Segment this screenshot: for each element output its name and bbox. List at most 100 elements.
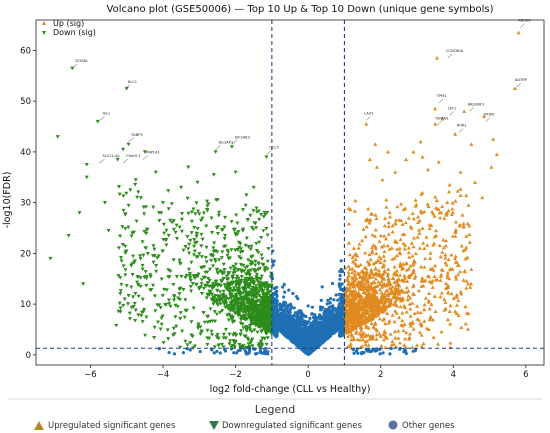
other-point (273, 317, 278, 321)
up-point (358, 262, 363, 267)
other-point (274, 334, 278, 339)
other-point (308, 316, 312, 320)
up-point (379, 300, 384, 305)
other-point (294, 329, 298, 333)
other-point (330, 326, 334, 330)
down-point (208, 267, 213, 272)
up-point (354, 317, 359, 322)
up-point (379, 290, 384, 295)
down-point (249, 294, 254, 299)
up-point (411, 270, 416, 274)
down-point (201, 286, 206, 291)
up-point (344, 277, 349, 282)
down-point (237, 255, 242, 259)
other-point (338, 277, 342, 281)
down-point (230, 288, 235, 293)
other-point (319, 308, 323, 312)
down-point (238, 314, 243, 319)
down-point (218, 269, 223, 273)
down-point (230, 298, 235, 303)
down-point (199, 285, 204, 289)
other-point (342, 297, 346, 301)
down-point (234, 284, 239, 288)
other-point (299, 321, 303, 325)
other-point (330, 322, 335, 326)
other-point (302, 348, 306, 352)
down-point (235, 288, 240, 293)
down-point (191, 253, 196, 257)
up-point (364, 271, 369, 276)
other-point (274, 331, 278, 335)
other-point (340, 269, 344, 274)
other-point (326, 335, 330, 339)
other-point (286, 325, 290, 329)
up-point (432, 274, 437, 279)
down-point (235, 297, 240, 302)
other-point (326, 298, 330, 302)
up-point (398, 273, 403, 277)
up-point (364, 319, 369, 324)
down-point (205, 293, 210, 297)
down-point (250, 261, 255, 265)
up-point (357, 321, 362, 326)
other-point (325, 302, 329, 306)
up-point (370, 280, 375, 285)
other-point (313, 322, 318, 326)
down-point (252, 268, 257, 272)
down-point (231, 271, 236, 275)
down-point (224, 301, 229, 306)
up-point (429, 280, 434, 285)
up-point (377, 282, 382, 286)
down-point (265, 259, 270, 264)
other-point (292, 321, 296, 325)
other-point (330, 331, 334, 335)
up-point (346, 323, 351, 327)
down-point (238, 307, 243, 312)
up-point (390, 276, 395, 281)
down-point (249, 276, 254, 280)
down-point (259, 253, 264, 258)
other-point (288, 319, 292, 324)
other-point (341, 331, 345, 335)
up-point (355, 294, 360, 299)
up-point (344, 312, 349, 316)
down-point (264, 326, 269, 331)
down-point (265, 291, 270, 295)
down-point (242, 317, 247, 321)
up-point (394, 272, 399, 276)
down-point (263, 302, 268, 307)
up-point (378, 256, 383, 261)
up-point (374, 271, 379, 276)
up-point (380, 275, 385, 279)
other-point (275, 322, 279, 326)
down-point (253, 259, 258, 264)
down-point (197, 252, 202, 256)
other-point (332, 298, 336, 302)
other-point (314, 317, 318, 321)
other-point (293, 311, 298, 315)
other-point (290, 325, 294, 330)
up-point (369, 296, 374, 300)
other-point (327, 319, 331, 323)
down-point (247, 284, 252, 289)
other-point (291, 291, 295, 296)
up-point (343, 290, 348, 294)
up-point (419, 284, 424, 288)
up-point (376, 268, 381, 272)
up-point (342, 309, 347, 313)
up-point (346, 309, 351, 313)
up-point (384, 282, 389, 287)
up-point (406, 250, 411, 255)
up-point (398, 237, 403, 241)
up-point (356, 279, 361, 284)
other-point (296, 313, 300, 317)
down-point (218, 290, 223, 294)
up-point (346, 288, 351, 292)
up-point (351, 320, 356, 324)
down-point (248, 247, 253, 252)
up-point (394, 278, 399, 283)
other-point (281, 285, 285, 289)
down-point (229, 220, 234, 224)
up-point (374, 306, 379, 310)
other-point (286, 315, 290, 320)
